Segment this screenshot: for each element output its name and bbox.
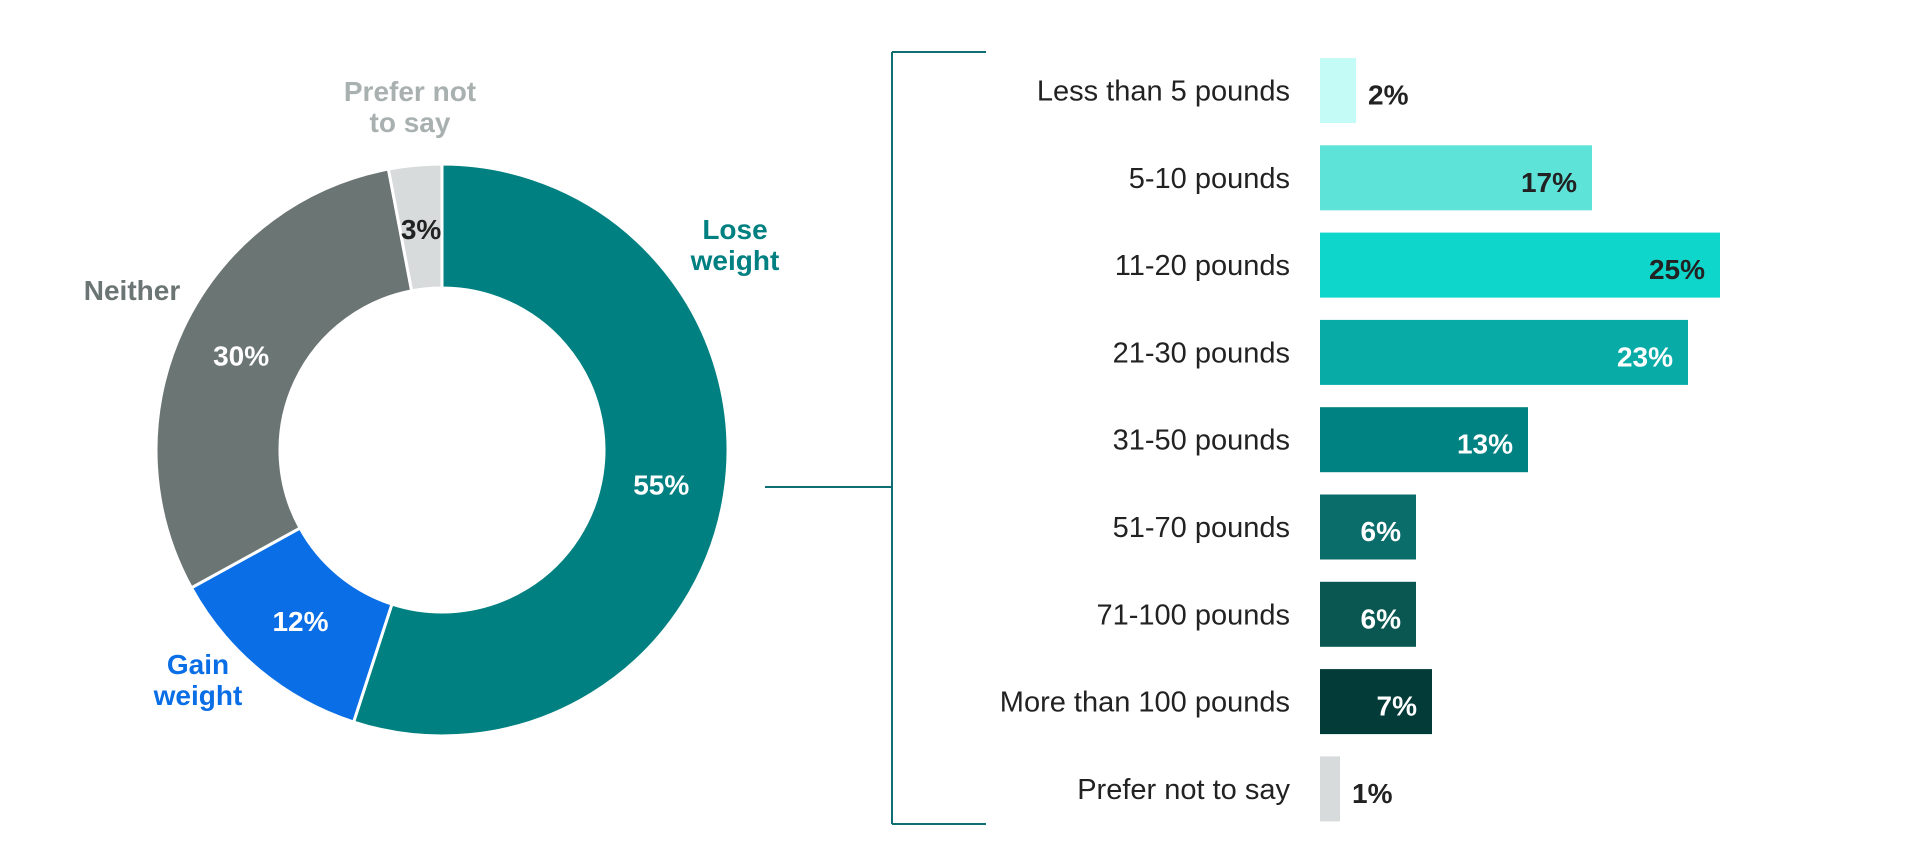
bar-5-10-pounds [1320, 145, 1592, 211]
donut-chart: 55% Lose weight 12% Gain weight 30% Neither 3% Pr… [84, 76, 780, 738]
bar-prefer-not-to-say [1320, 756, 1340, 822]
donut-slice-neither [154, 167, 414, 590]
bar-value-21-30-pounds: 23% [1617, 341, 1673, 372]
bar-value-11-20-pounds: 25% [1649, 254, 1705, 285]
donut-label-gain-weight: Gain weight [153, 649, 243, 711]
donut-value-neither: 30% [213, 340, 269, 371]
bar-value-5-10-pounds: 17% [1521, 167, 1577, 198]
bar-more-than-100-pounds [1320, 669, 1432, 735]
category-label-31-50-pounds: 31-50 pounds [1113, 425, 1290, 457]
donut-label-prefer-not-to-say: Prefer not to say [344, 76, 476, 138]
bar-value-51-70-pounds: 6% [1361, 516, 1402, 547]
bar-less-than-5-pounds [1320, 58, 1356, 123]
bar-31-50-pounds [1320, 407, 1528, 473]
bar-71-100-pounds [1320, 581, 1416, 647]
donut-label-lose-weight: Lose weight [690, 214, 780, 276]
bar-21-30-pounds [1320, 319, 1688, 385]
bar-value-prefer-not-to-say: 1% [1352, 778, 1393, 809]
bar-value-more-than-100-pounds: 7% [1377, 691, 1418, 722]
donut-value-prefer-not-to-say: 3% [401, 214, 442, 245]
bar-value-31-50-pounds: 13% [1457, 429, 1513, 460]
category-label-11-20-pounds: 11-20 pounds [1115, 250, 1290, 282]
donut-slice-prefer-not-to-say [386, 162, 444, 293]
bar-value-71-100-pounds: 6% [1361, 603, 1402, 634]
bar-51-70-pounds [1320, 494, 1416, 560]
connector-bracket [765, 51, 986, 825]
category-label-51-70-pounds: 51-70 pounds [1113, 512, 1290, 544]
category-label-71-100-pounds: 71-100 pounds [1097, 599, 1291, 631]
donut-value-gain-weight: 12% [272, 606, 328, 637]
donut-value-lose-weight: 55% [633, 470, 689, 501]
category-label-less-than-5-pounds: Less than 5 pounds [1037, 76, 1290, 108]
category-label-more-than-100-pounds: More than 100 pounds [1000, 687, 1290, 719]
bar-value-less-than-5-pounds: 2% [1368, 80, 1409, 111]
bar-chart: Less than 5 pounds 2% 5-10 pounds 17% 11-20 … [1000, 58, 1720, 822]
category-label-prefer-not-to-say: Prefer not to say [1077, 774, 1290, 806]
category-label-21-30-pounds: 21-30 pounds [1113, 337, 1290, 369]
donut-label-neither: Neither [84, 275, 181, 306]
bar-11-20-pounds [1320, 232, 1720, 298]
category-label-5-10-pounds: 5-10 pounds [1129, 163, 1290, 195]
donut-slice-lose-weight [351, 162, 730, 738]
